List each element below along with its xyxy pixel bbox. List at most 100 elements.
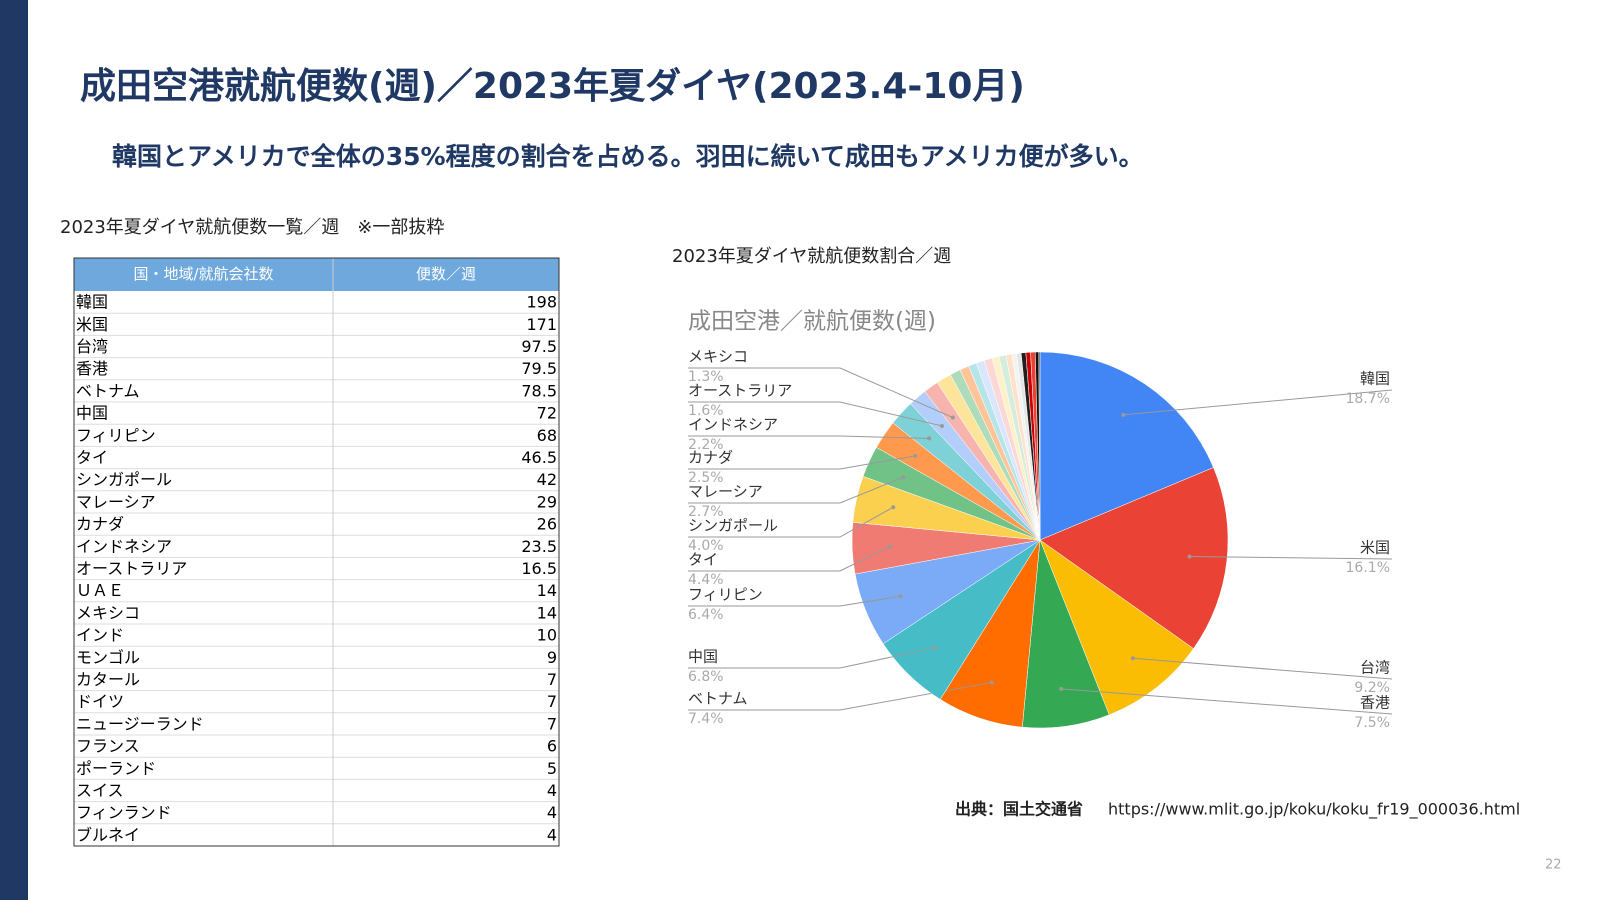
table-border [73, 257, 560, 847]
leader-line [688, 595, 901, 607]
slice-value-label: 2.5% [688, 470, 724, 486]
table-cell: 4 [547, 825, 557, 844]
table-cell: 7 [547, 670, 557, 689]
table-cell: 14 [537, 581, 557, 600]
slice-label: 中国 [688, 648, 718, 666]
table-cell: ニュージーランド [76, 714, 204, 733]
table-cell: 16.5 [521, 559, 557, 578]
slice-value-label: 16.1% [1346, 560, 1390, 576]
table-cell: 79.5 [521, 359, 557, 378]
slice-value-label: 4.4% [688, 572, 724, 588]
column-header: 便数／週 [416, 265, 476, 283]
table-cell: モンゴル [76, 648, 140, 667]
leader-line [1189, 556, 1393, 560]
table-cell: フィリピン [76, 426, 156, 445]
leader-line [688, 401, 943, 427]
leader-dot [1187, 554, 1192, 559]
slice-value-label: 18.7% [1346, 391, 1390, 407]
leader-line [688, 455, 916, 470]
table: 国・地域/就航会社数 便数／週韓国 198 米国 171 台湾 97.5 香港 79.5 ベトナム… [73, 257, 560, 847]
table-cell: 中国 [76, 404, 108, 423]
table-cell: マレーシア [76, 492, 156, 511]
table-cell: 米国 [76, 315, 108, 334]
table-cell: フランス [76, 737, 140, 756]
leader-dot [898, 594, 903, 599]
table-cell: 198 [526, 293, 557, 312]
table-cell: 5 [547, 759, 557, 778]
table-cell: スイス [76, 781, 124, 800]
leader-dot [913, 453, 918, 458]
table-cell: 7 [547, 692, 557, 711]
column-header: 国・地域/就航会社数 [133, 265, 273, 283]
pie-slice [1039, 351, 1214, 541]
table-cell: 78.5 [521, 381, 557, 400]
leader-line [1061, 688, 1393, 715]
source-label: 出典：国土交通省 [955, 800, 1083, 819]
table-cell: 香港 [76, 359, 108, 378]
subtitle: 韓国とアメリカで全体の35%程度の割合を占める。羽田に続いて成田もアメリカ便が多… [112, 142, 1144, 171]
chart-title: 成田空港／就航便数(週) [688, 309, 936, 335]
table-cell: カナダ [76, 515, 124, 534]
leader-line [1132, 657, 1393, 680]
slice-label: 香港 [1360, 694, 1390, 712]
slice-label: インドネシア [688, 416, 778, 434]
slice-label: オーストラリア [688, 382, 792, 400]
slice-label: 米国 [1360, 539, 1390, 557]
table-cell: 台湾 [76, 337, 108, 356]
table-cell: 4 [547, 781, 557, 800]
table-cell: 171 [526, 315, 557, 334]
leader-dot [891, 505, 896, 510]
source-url: https://www.mlit.go.jp/koku/koku_fr19_00… [1108, 800, 1520, 820]
table-cell: 4 [547, 803, 557, 822]
table-cell: ポーランド [76, 759, 156, 778]
pie-chart: 韓国 18.7% 米国 16.1% 台湾 9.2%香港 7.5% ベトナム 7.4% 中国 6.8%… [688, 348, 1393, 731]
slice-value-label: 6.8% [688, 669, 724, 685]
pie-slice [1039, 539, 1194, 716]
table-cell: シンガポール [76, 470, 172, 489]
leader-line [688, 435, 930, 439]
table-cell: ブルネイ [76, 825, 140, 844]
leader-line [1123, 389, 1393, 416]
table-cell: 68 [537, 426, 557, 445]
chart-caption: 2023年夏ダイヤ就航便数割合／週 [672, 246, 951, 267]
page-number: 22 [1545, 858, 1562, 873]
table-cell: 韓国 [76, 293, 108, 312]
title: 成田空港就航便数(週)／2023年夏ダイヤ(2023.4-10月) [80, 65, 1025, 107]
table-cell: 72 [537, 404, 557, 423]
slice-label: マレーシア [688, 483, 763, 501]
leader-line [688, 367, 953, 418]
slice-label: シンガポール [688, 517, 778, 535]
pie-slice [1039, 467, 1229, 649]
slice-value-label: 9.2% [1354, 680, 1390, 696]
table-cell: 9 [547, 648, 557, 667]
slice-value-label: 7.5% [1354, 715, 1390, 731]
leader-dot [1059, 686, 1064, 691]
table-caption: 2023年夏ダイヤ就航便数一覧／週 ※一部抜粋 [60, 217, 444, 238]
pie-slice [1038, 351, 1041, 541]
table-cell: フィンランド [76, 803, 172, 822]
table-cell: 6 [547, 737, 557, 756]
leader-dot [989, 680, 994, 685]
slice-label: 韓国 [1360, 370, 1390, 388]
table-cell: 23.5 [521, 537, 557, 556]
slice-label: カナダ [688, 449, 733, 467]
table-cell: 46.5 [521, 448, 557, 467]
table-cell: カタール [76, 670, 140, 689]
leader-dot [1130, 656, 1135, 661]
slice-value-label: 1.6% [688, 403, 724, 419]
leader-dot [927, 436, 932, 441]
table-cell: オーストラリア [76, 559, 187, 578]
slice-value-label: 2.7% [688, 504, 724, 520]
leader-line [688, 647, 936, 669]
leader-dot [901, 475, 906, 480]
table-cell: ベトナム [76, 381, 140, 400]
table-cell: ＵＡＥ [76, 581, 124, 600]
slice-value-label: 1.3% [688, 369, 724, 385]
leader-dot [887, 544, 892, 549]
leader-line [688, 506, 894, 538]
leader-dot [1121, 412, 1126, 417]
table-cell: 10 [537, 626, 557, 645]
slice-value-label: 2.2% [688, 437, 724, 453]
